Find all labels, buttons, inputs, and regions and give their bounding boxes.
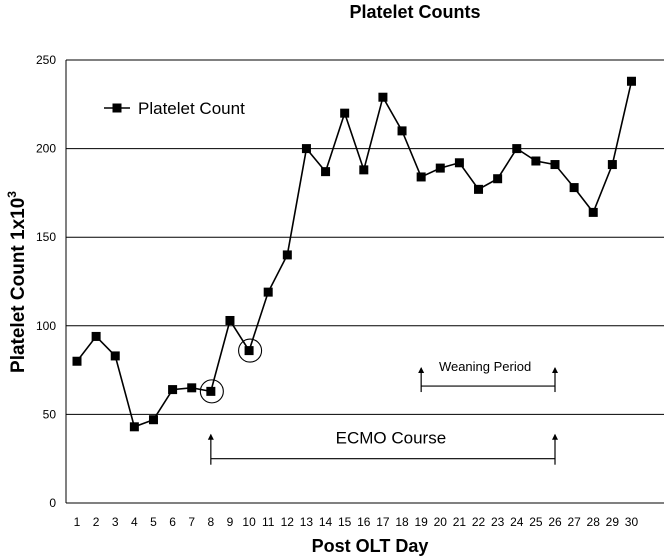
y-axis-label: Platelet Count 1x103 [5,191,29,373]
x-tick-label: 11 [262,515,275,529]
data-point [493,174,503,184]
y-tick-label: 50 [43,407,57,421]
x-tick-label: 14 [319,515,333,529]
data-point [454,158,464,168]
data-point [168,385,178,395]
data-point [340,108,350,118]
x-tick-label: 20 [434,515,448,529]
x-tick-label: 1 [74,515,81,529]
annotation-arrow-head [552,367,558,374]
data-point [263,287,273,297]
data-point [72,356,82,366]
x-tick-label: 9 [227,515,234,529]
x-tick-label: 25 [529,515,543,529]
data-point [301,144,311,154]
y-tick-label: 150 [36,230,56,244]
data-point [474,184,484,194]
data-point [550,160,560,170]
data-point [282,250,292,260]
annotation-arrow-head [552,433,558,440]
y-tick-label: 0 [49,496,56,510]
x-tick-label: 16 [357,515,371,529]
x-tick-label: 2 [93,515,100,529]
x-tick-label: 26 [548,515,562,529]
chart-title: Platelet Counts [349,2,480,22]
x-axis-label: Post OLT Day [312,536,429,556]
x-tick-label: 6 [169,515,176,529]
x-tick-label: 27 [567,515,581,529]
y-tick-label: 250 [36,53,56,67]
x-tick-label: 22 [472,515,486,529]
annotation-label: Weaning Period [439,359,531,374]
data-point [187,383,197,393]
x-tick-label: 18 [395,515,409,529]
x-tick-label: 29 [606,515,620,529]
x-tick-label: 15 [338,515,352,529]
data-point [91,331,101,341]
highlight-circle [238,338,263,363]
x-tick-label: 21 [453,515,467,529]
legend: Platelet Count [104,99,245,118]
annotation-arrow-head [207,433,214,440]
data-point [129,422,139,432]
data-point [206,386,216,396]
x-tick-label: 5 [150,515,157,529]
data-point [321,167,331,177]
legend-label: Platelet Count [138,99,245,118]
data-point [110,351,120,361]
x-tick-label: 30 [625,515,639,529]
data-point [225,315,235,325]
x-tick-label: 28 [587,515,601,529]
annotation-label: ECMO Course [336,429,447,448]
data-point [244,346,254,356]
y-tick-label: 100 [36,319,56,333]
series-line [76,81,633,428]
data-series [72,76,636,432]
x-tick-label: 12 [281,515,295,529]
x-tick-label: 4 [131,515,138,529]
data-point [148,415,158,425]
data-point [359,165,369,175]
x-tick-label: 10 [242,515,256,529]
x-tick-label: 17 [376,515,390,529]
x-tick-label: 3 [112,515,119,529]
data-point [588,207,598,217]
data-point [531,156,541,166]
annotation-arrow-head [418,367,425,374]
data-point [569,183,579,193]
gridlines [66,59,664,415]
x-tick-label: 19 [414,515,428,529]
x-tick-label: 24 [510,515,524,529]
data-point [512,144,522,154]
highlight-circle [199,379,224,404]
data-point [435,163,445,173]
x-tick-label: 7 [188,515,195,529]
data-point [607,160,617,170]
annotations: Weaning Period ECMO Course [207,359,558,465]
data-point [416,172,426,182]
data-point [378,92,388,102]
y-axis-label-main: Platelet Count 1x10 [8,198,29,373]
y-tick-label: 200 [36,142,56,156]
x-tick-label: 13 [300,515,314,529]
axes [65,60,664,504]
legend-marker [112,103,122,113]
data-point [397,126,407,136]
x-tick-label: 8 [207,515,214,529]
data-point [626,76,636,86]
y-axis-label-exponent: 3 [5,191,19,198]
x-tick-label: 23 [491,515,505,529]
